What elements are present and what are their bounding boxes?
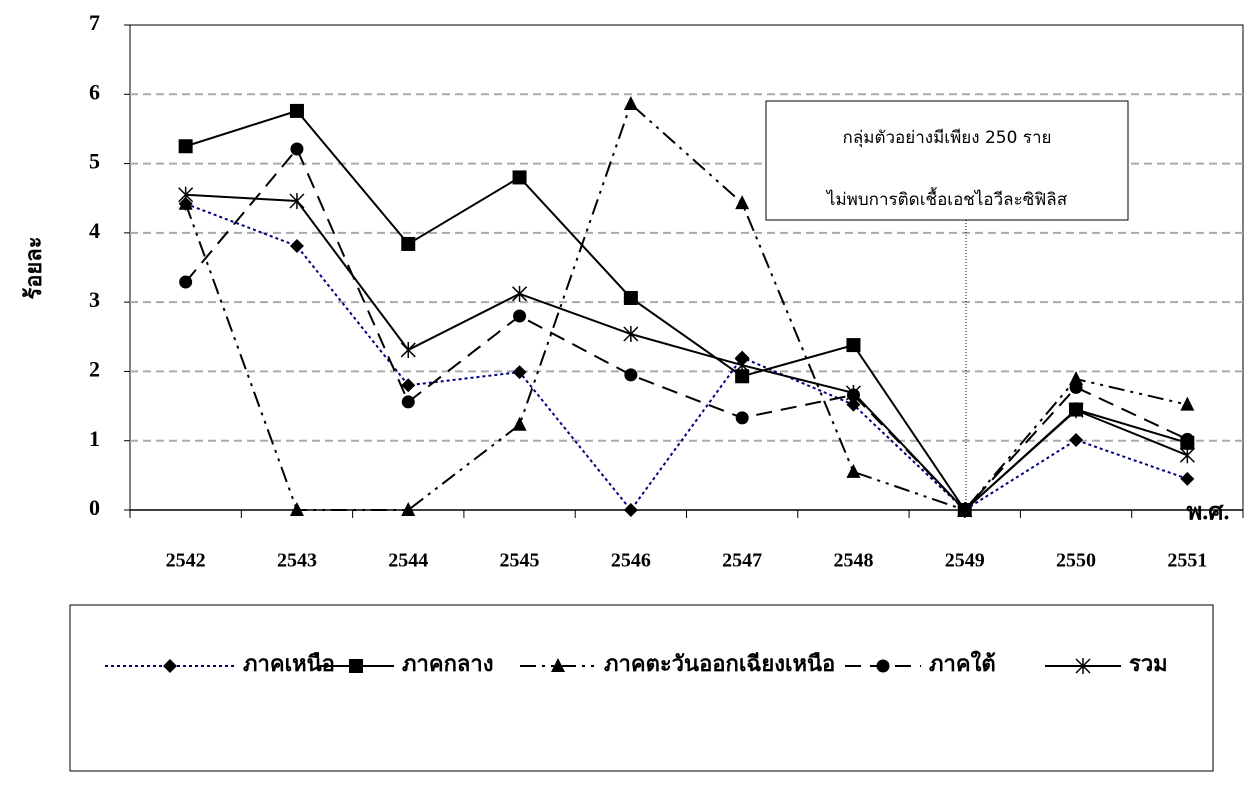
x-tick-label: 2545 [500,550,540,572]
marker [401,502,416,516]
y-tick-label: 6 [89,79,100,104]
marker [735,369,750,384]
marker [623,326,639,343]
x-tick-label: 2542 [166,550,206,572]
marker [512,416,527,431]
series-line [185,193,1188,512]
marker [178,195,193,210]
marker [178,139,193,154]
marker [290,142,304,156]
marker [734,357,750,374]
series-line [184,102,1188,512]
marker [1180,396,1195,411]
y-tick-label: 0 [89,495,100,520]
legend-item: ภาคใต้ [845,650,996,676]
marker [401,395,415,409]
legend-label: ภาคเหนือ [243,651,335,676]
y-tick-label: 3 [89,287,100,312]
marker [1180,432,1194,446]
y-tick-label: 4 [89,218,100,243]
marker [512,170,527,185]
marker [845,384,861,401]
marker [513,309,527,323]
annotation-text: กลุ่มตัวอย่างมีเพียง 250 ราย [843,128,1052,148]
x-tick-label: 2544 [388,550,428,572]
marker [735,195,750,210]
x-tick-label: 2543 [277,550,317,572]
marker [551,658,565,672]
legend-box [69,604,1214,772]
x-axis-label: พ.ศ. [1186,500,1229,526]
legend-label: ภาคกลาง [402,651,493,676]
marker [401,236,416,251]
marker [1068,402,1084,419]
annotation-text: ไม่พบการติดเชื้อเอชไอวีละซิฟิลิส [825,187,1068,210]
marker [623,503,638,517]
legend-label: ภาคตะวันออกเฉียงเหนือ [604,651,835,676]
marker [512,365,527,380]
marker [289,239,304,254]
marker [163,659,177,673]
marker [735,411,749,425]
y-axis-label: ร้อยละ [21,236,46,299]
y-tick-label: 2 [89,356,100,381]
marker [289,502,304,516]
x-tick-label: 2548 [833,550,873,572]
marker [624,368,638,382]
marker [401,378,416,393]
marker [623,290,638,305]
marker [846,397,861,412]
legend-label: ภาคใต้ [929,650,996,676]
marker [1179,447,1195,464]
y-tick-label: 1 [89,426,100,451]
x-tick-label: 2546 [611,550,651,572]
x-tick-label: 2547 [722,550,762,572]
marker [289,192,305,209]
x-tick-label: 2550 [1056,550,1096,572]
y-tick-label: 5 [89,149,100,174]
y-tick-label: 7 [89,10,100,35]
marker [846,463,861,478]
marker [400,341,416,358]
marker [876,659,890,673]
marker [957,502,973,518]
marker [179,275,193,289]
legend-item: ภาคเหนือ [105,651,335,676]
marker [623,95,638,110]
annotation-box [765,100,1129,221]
marker [1075,658,1091,674]
marker [289,103,304,118]
marker [1069,371,1084,386]
marker [178,186,194,203]
x-tick-label: 2549 [945,550,985,572]
legend-item: ภาคตะวันออกเฉียงเหนือ [520,651,835,676]
marker [846,338,861,353]
legend-label: รวม [1129,651,1168,676]
marker [1180,471,1195,486]
marker [349,659,363,673]
legend-item: รวม [1045,651,1168,676]
x-tick-label: 2551 [1167,550,1207,572]
marker [512,285,528,302]
legend-item: ภาคกลาง [318,651,493,676]
marker [1069,380,1083,394]
series-line [185,202,1188,512]
marker [1069,433,1084,448]
